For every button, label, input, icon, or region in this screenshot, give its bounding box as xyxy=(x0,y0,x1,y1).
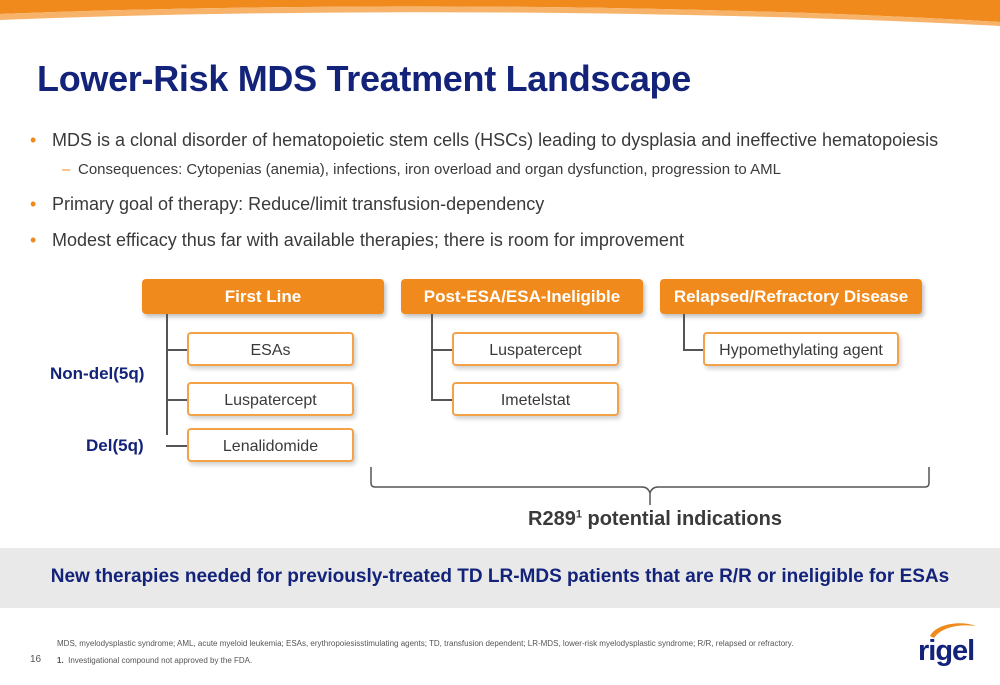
bullet-item: • Primary goal of therapy: Reduce/limit t… xyxy=(30,194,545,214)
connector-line xyxy=(431,399,452,401)
connector-line xyxy=(683,349,703,351)
connector-line xyxy=(166,314,168,435)
connector-line xyxy=(166,399,187,401)
therapy-box-lenalidomide: Lenalidomide xyxy=(187,428,354,462)
connector-line xyxy=(683,314,685,351)
top-swoosh-decoration xyxy=(0,0,1000,26)
column-header-first-line: First Line xyxy=(142,279,384,314)
therapy-box-luspatercept: Luspatercept xyxy=(452,332,619,366)
footnote-abbreviations: MDS, myelodysplastic syndrome; AML, acut… xyxy=(57,639,794,648)
banner-background xyxy=(0,548,1000,608)
column-header-post-esa: Post-ESA/ESA-Ineligible xyxy=(401,279,643,314)
column-header-relapsed-refractory: Relapsed/Refractory Disease xyxy=(660,279,922,314)
rigel-logo: rigel xyxy=(918,635,975,667)
connector-line xyxy=(166,349,187,351)
therapy-box-hypomethylating-agent: Hypomethylating agent xyxy=(703,332,899,366)
connector-line xyxy=(166,445,187,447)
bullet-item: • Modest efficacy thus far with available… xyxy=(30,230,684,250)
bullet-item: • MDS is a clonal disorder of hematopoiet… xyxy=(30,130,939,150)
connector-line xyxy=(431,314,433,401)
footnote-1: 1. Investigational compound not approved… xyxy=(57,656,253,665)
therapy-box-imetelstat: Imetelstat xyxy=(452,382,619,416)
therapy-box-luspatercept: Luspatercept xyxy=(187,382,354,416)
row-label-non-del-5q: Non-del(5q) xyxy=(50,364,145,383)
bracket-brace xyxy=(370,467,930,505)
therapy-box-esas: ESAs xyxy=(187,332,354,366)
page-number: 16 xyxy=(30,654,42,665)
sub-bullet-item: – Consequences: Cytopenias (anemia), infe… xyxy=(62,161,781,178)
row-label-del-5q: Del(5q) xyxy=(86,436,144,455)
r289-indications-label: R2891 potential indications xyxy=(528,508,782,530)
banner-text: New therapies needed for previously-trea… xyxy=(50,566,950,587)
rigel-swoosh-logo-icon xyxy=(930,623,976,638)
connector-line xyxy=(431,349,452,351)
page-title: Lower-Risk MDS Treatment Landscape xyxy=(37,58,691,99)
